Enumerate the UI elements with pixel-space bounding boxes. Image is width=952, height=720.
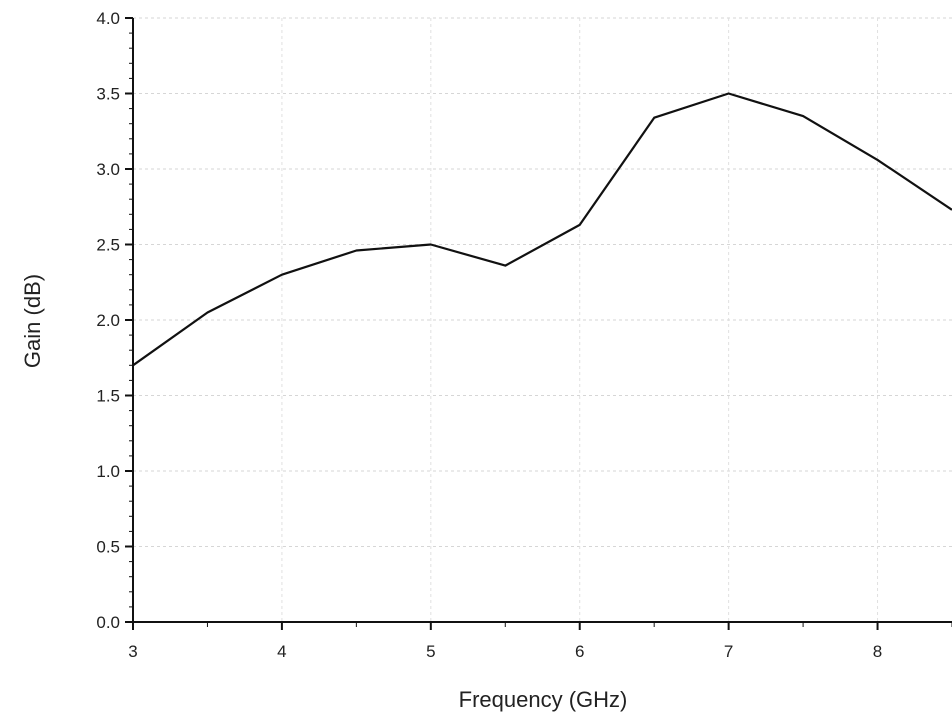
minor-ticks <box>129 32 952 627</box>
ticks: 0.0 0.5 1.0 1.5 2.0 2.5 3.0 3.5 4.0 3 4 5 6 7 8 <box>96 9 882 661</box>
y-tick-label: 2.0 <box>96 311 120 330</box>
y-tick-label: 3.0 <box>96 160 120 179</box>
y-tick-label: 0.0 <box>96 613 120 632</box>
y-tick-label: 4.0 <box>96 9 120 28</box>
y-tick-label: 0.5 <box>96 538 120 557</box>
y-tick-label: 1.5 <box>96 387 120 406</box>
y-tick-label: 3.5 <box>96 85 120 104</box>
y-axis-title: Gain (dB) <box>20 274 45 368</box>
x-tick-label: 3 <box>128 642 137 661</box>
x-axis-title: Frequency (GHz) <box>459 687 628 712</box>
y-tick-label: 2.5 <box>96 236 120 255</box>
series <box>132 92 952 367</box>
x-tick-label: 6 <box>575 642 584 661</box>
x-tick-label: 4 <box>277 642 286 661</box>
x-tick-label: 8 <box>873 642 882 661</box>
x-tick-label: 7 <box>724 642 733 661</box>
series-line <box>132 92 952 367</box>
grid-lines <box>133 17 952 622</box>
y-tick-label: 1.0 <box>96 462 120 481</box>
x-tick-label: 5 <box>426 642 435 661</box>
